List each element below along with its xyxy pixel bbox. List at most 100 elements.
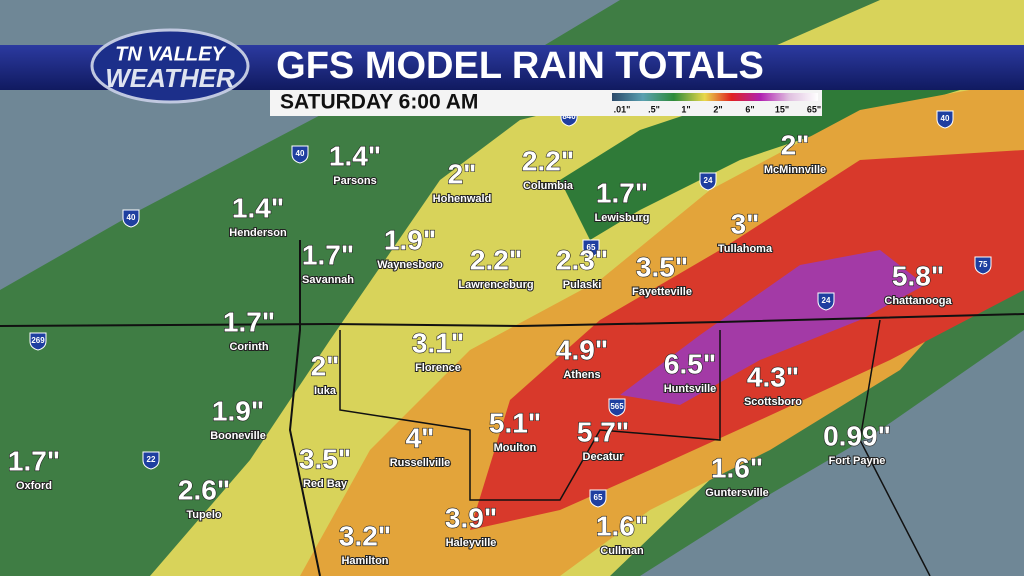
highway-number: 840 (562, 112, 576, 121)
city-name: Iuka (314, 385, 337, 397)
city-name: Athens (563, 369, 600, 381)
highway-number: 65 (594, 493, 603, 502)
highway-number: 40 (941, 114, 950, 123)
rain-total: 4.9" (556, 334, 608, 365)
shield (291, 145, 309, 164)
city-name: Tupelo (186, 509, 222, 521)
rain-total: 3.9" (445, 502, 497, 533)
city-name: Waynesboro (377, 259, 443, 271)
shield (699, 172, 717, 191)
rain-total: 1.7" (596, 177, 648, 208)
highway-number: 65 (587, 243, 596, 252)
legend: .01" .5" 1" 2" 6" 15" 65" (614, 104, 822, 114)
shield (122, 209, 140, 228)
city-name: Florence (415, 362, 461, 374)
subtitle: SATURDAY 6:00 AM (280, 91, 478, 114)
rain-total: 1.4" (232, 192, 284, 223)
rain-total: 1.6" (711, 452, 763, 483)
rain-total: 1.4" (329, 140, 381, 171)
rain-total: 3.5" (299, 443, 351, 474)
highway-number: 22 (147, 455, 156, 464)
rain-total: 4" (406, 422, 435, 453)
city-name: Chattanooga (884, 295, 952, 307)
city-name: Guntersville (705, 487, 769, 499)
highway-number: 40 (296, 149, 305, 158)
logo-line: WEATHER (105, 63, 235, 93)
shield (142, 451, 160, 470)
city-name: Scottsboro (744, 396, 802, 408)
legend-scale (612, 93, 818, 101)
city-name: Fort Payne (829, 455, 886, 467)
city-name: Columbia (523, 180, 574, 192)
shield (589, 489, 607, 508)
logo-line: TN VALLEY (115, 43, 226, 65)
city-name: Parsons (333, 175, 376, 187)
city-name: Hohenwald (433, 193, 492, 205)
rain-total: 5.7" (577, 416, 629, 447)
rain-total: 3" (731, 208, 760, 239)
shield (817, 292, 835, 311)
legend-label: .01" (614, 104, 631, 114)
city-name: Haleyville (446, 537, 497, 549)
legend-label: 1" (681, 104, 690, 114)
rain-total: 2" (781, 129, 810, 160)
shield (29, 332, 47, 351)
highway-number: 269 (31, 336, 45, 345)
legend-label: 6" (745, 104, 754, 114)
city-name: McMinnville (764, 164, 826, 176)
rain-total: 3.5" (636, 251, 688, 282)
highway-number: 565 (610, 402, 624, 411)
rain-total: 4.3" (747, 361, 799, 392)
rain-total: 2.2" (470, 244, 522, 275)
rain-total: 1.6" (596, 510, 648, 541)
highway-number: 24 (822, 296, 831, 305)
city-name: Moulton (494, 442, 537, 454)
shield (936, 110, 954, 129)
legend-label: 65" (807, 104, 821, 114)
rain-total: 0.99" (823, 420, 891, 451)
rain-total: 1.7" (302, 239, 354, 270)
rain-total: 1.9" (212, 395, 264, 426)
rain-total: 2.6" (178, 474, 230, 505)
rain-total: 1.9" (384, 224, 436, 255)
city-totals: 1.4" Parsons 2" Hohenwald 2.2" Columbia 1.7" Le… (7, 129, 953, 568)
city-name: Pulaski (563, 279, 602, 291)
rain-total: 6.5" (664, 348, 716, 379)
rain-total: 2.3" (556, 244, 608, 275)
city-name: Booneville (210, 430, 266, 442)
highway-number: 75 (979, 260, 988, 269)
rain-total: 3.2" (339, 520, 391, 551)
rain-total: 1.7" (223, 306, 275, 337)
highway-number: 24 (704, 176, 713, 185)
legend-label: .5" (648, 104, 660, 114)
city-name: Lawrenceburg (458, 279, 533, 291)
rain-total: 1.7" (8, 445, 60, 476)
city-name: Hamilton (341, 555, 388, 567)
city-name: Red Bay (303, 478, 348, 490)
title: GFS MODEL RAIN TOTALS (276, 45, 764, 87)
highway-number: 40 (127, 213, 136, 222)
city-name: Huntsville (664, 383, 717, 395)
rain-total: 2.2" (522, 145, 574, 176)
city-name: Lewisburg (594, 212, 649, 224)
shield (608, 398, 626, 417)
city-name: Fayetteville (632, 286, 692, 298)
city-name: Corinth (229, 341, 268, 353)
legend-label: 2" (713, 104, 722, 114)
city-name: Henderson (229, 227, 287, 239)
city-name: Savannah (302, 274, 354, 286)
city-name: Oxford (16, 480, 52, 492)
rain-total: 5.1" (489, 407, 541, 438)
rain-total: 3.1" (412, 327, 464, 358)
rain-total: 5.8" (892, 260, 944, 291)
shield (582, 239, 600, 258)
highway-shields: 40 40 840 24 65 40 24 75 269 565 22 65 (29, 108, 992, 508)
rain-total: 2" (311, 350, 340, 381)
rain-total: 2" (448, 158, 477, 189)
logo: TN VALLEY WEATHER (90, 28, 250, 104)
shield (974, 256, 992, 275)
city-name: Tullahoma (718, 243, 773, 255)
city-name: Russellville (390, 457, 451, 469)
city-name: Decatur (583, 451, 625, 463)
